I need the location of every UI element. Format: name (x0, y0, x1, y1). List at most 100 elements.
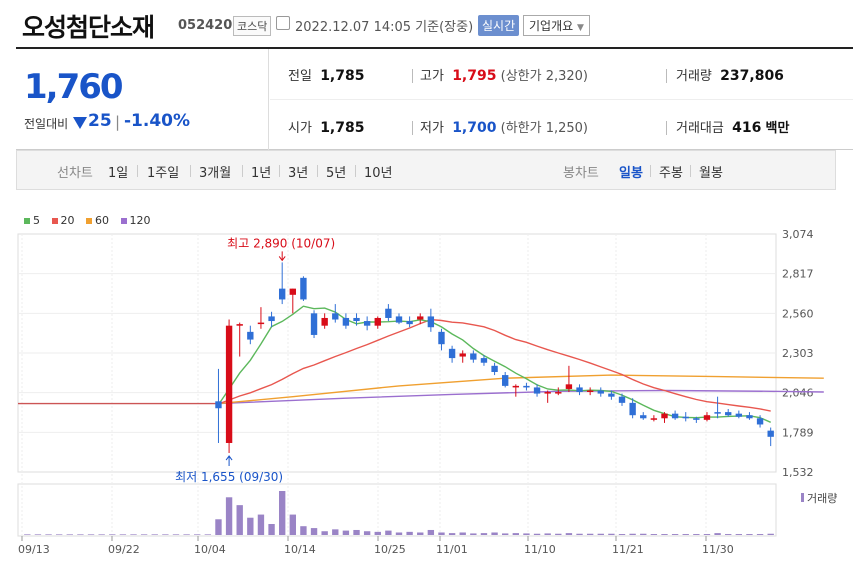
volume-bar (661, 534, 668, 535)
candle-body (406, 321, 413, 325)
candle-body (438, 331, 445, 345)
change-value: 25 (88, 111, 112, 131)
tab-sep (690, 165, 691, 177)
quote-panel: 1,760 전일대비 25 | -1.40% 전일 1,785 고가 1,795… (16, 49, 853, 150)
candle-body (586, 390, 594, 393)
volume-bar (533, 533, 541, 535)
change-label: 전일대비 (24, 117, 69, 131)
volume-bar (586, 533, 594, 535)
current-price: 1,760 (24, 67, 124, 107)
tab-sep (242, 165, 243, 177)
x-tick-label: 11/30 (702, 543, 734, 556)
volume-bar (310, 528, 318, 535)
candle-body (215, 401, 222, 409)
down-arrow-icon (73, 117, 87, 129)
col-sep (412, 121, 413, 135)
volume-bar (66, 534, 73, 535)
volume-bar (618, 534, 626, 535)
col-sep (666, 69, 667, 83)
tab-weekly[interactable]: 주봉 (659, 166, 683, 181)
candle-body (703, 415, 711, 420)
x-tick-label: 09/13 (18, 543, 50, 556)
y-tick-label: 2,560 (782, 307, 814, 320)
tab-10year[interactable]: 10년 (364, 166, 393, 181)
candle-body (470, 353, 477, 360)
market-badge: 코스닥 (233, 16, 272, 36)
volume-bar (55, 534, 63, 535)
legend-swatch (51, 218, 58, 224)
volume-bar (629, 533, 636, 535)
realtime-button[interactable]: 실시간 (478, 15, 520, 36)
candle-body (257, 322, 265, 325)
candle-body (714, 412, 721, 414)
tab-sep (317, 165, 318, 177)
clock-icon (276, 16, 290, 30)
legend-swatch (24, 218, 30, 224)
x-tick-label: 10/25 (374, 543, 406, 556)
volume-bar (45, 534, 52, 535)
quote-row-divider (270, 99, 853, 100)
candle-body (236, 324, 243, 326)
line-chart-label: 선차트 (57, 166, 93, 181)
tab-1day[interactable]: 1일 (108, 166, 129, 181)
volume-bar (194, 534, 201, 535)
tab-daily[interactable]: 일봉 (619, 166, 643, 181)
candle-body (756, 418, 764, 425)
chart-period-tabs: 선차트 1일 1주일 3개월 1년 3년 5년 10년 봉차트 일봉 주봉 월봉 (16, 150, 836, 190)
open-price: 시가 1,785 (288, 120, 365, 136)
x-tick-label: 11/21 (612, 543, 644, 556)
volume-bar (300, 526, 307, 535)
candle-body (618, 396, 626, 403)
tab-sep (279, 165, 280, 177)
candle-body (480, 358, 488, 363)
ma60-line (218, 374, 824, 405)
tab-sep (190, 165, 191, 177)
candle-body (725, 412, 732, 416)
volume-bar (87, 534, 95, 535)
tab-3month[interactable]: 3개월 (199, 166, 232, 181)
tab-1year[interactable]: 1년 (251, 166, 272, 181)
volume-bar (77, 534, 84, 535)
tab-1week[interactable]: 1주일 (147, 166, 180, 181)
volume-frame (17, 483, 777, 537)
candle-body (374, 317, 381, 326)
tab-3year[interactable]: 3년 (288, 166, 309, 181)
candle-body (395, 316, 403, 323)
header-divider (16, 47, 853, 49)
quote-datetime: 2022.12.07 14:05 기준(장중) (295, 20, 474, 35)
volume-bar (151, 534, 158, 535)
candle-body (735, 413, 743, 417)
volume-bar (236, 505, 243, 535)
legend-swatch (86, 218, 92, 224)
candle-body (650, 418, 658, 420)
volume-bar (130, 534, 137, 535)
candle-body (629, 402, 636, 416)
candle-body (427, 316, 435, 328)
stock-name: 오성첨단소재 (22, 13, 155, 42)
col-sep (666, 121, 667, 135)
legend-ma60: 60 (86, 214, 109, 227)
volume-bar (342, 530, 350, 535)
volume-bar (555, 533, 562, 535)
volume-bar (395, 532, 403, 535)
volume-bar (640, 533, 647, 535)
candle-body (767, 430, 774, 437)
volume-bar (109, 534, 116, 535)
volume-label: 거래량 (807, 492, 837, 505)
candle-body (342, 317, 350, 326)
stock-header: 오성첨단소재 052420 코스닥 2022.12.07 14:05 기준(장중… (0, 0, 853, 44)
candle-body (682, 416, 689, 419)
volume-bar (671, 534, 679, 535)
candle-body (502, 375, 509, 386)
legend-ma20: 20 (51, 214, 75, 227)
tab-sep (137, 165, 138, 177)
volume-bar (225, 497, 233, 535)
candle-body (321, 317, 328, 326)
company-info-dropdown[interactable]: 기업개요 ▼ (523, 15, 590, 36)
ma-legend: 5 20 60 120 (24, 214, 159, 227)
volume-bar (523, 533, 530, 535)
tab-5year[interactable]: 5년 (326, 166, 347, 181)
y-tick-label: 2,817 (782, 268, 814, 281)
candle-body (693, 418, 700, 420)
tab-monthly[interactable]: 월봉 (699, 166, 723, 181)
